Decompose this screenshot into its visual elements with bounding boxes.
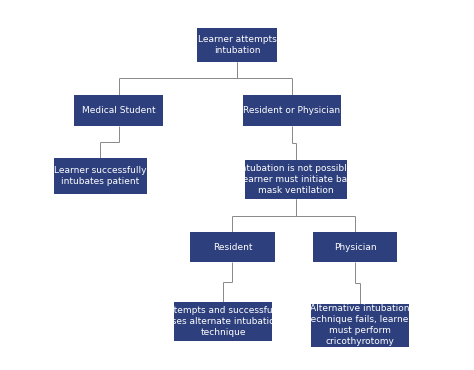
Text: Learner successfully
intubates patient: Learner successfully intubates patient <box>54 166 147 186</box>
Text: Attempts and successfully
uses alternate intubation
technique: Attempts and successfully uses alternate… <box>164 306 283 337</box>
FancyBboxPatch shape <box>313 232 397 262</box>
FancyBboxPatch shape <box>191 232 274 262</box>
Text: Learner attempts
intubation: Learner attempts intubation <box>198 35 276 55</box>
Text: Medical Student: Medical Student <box>82 106 155 115</box>
Text: Resident: Resident <box>213 243 252 252</box>
Text: Resident or Physician: Resident or Physician <box>243 106 340 115</box>
FancyBboxPatch shape <box>74 95 163 125</box>
FancyBboxPatch shape <box>197 28 277 61</box>
Text: Physician: Physician <box>334 243 377 252</box>
FancyBboxPatch shape <box>311 304 409 347</box>
Text: Intubation is not possible,
learner must initiate bag
mask ventilation: Intubation is not possible, learner must… <box>237 164 355 195</box>
Text: Alternative intubation
technique fails, learner
must perform
cricothyrotomy: Alternative intubation technique fails, … <box>307 304 412 346</box>
FancyBboxPatch shape <box>174 302 272 341</box>
FancyBboxPatch shape <box>245 160 347 199</box>
FancyBboxPatch shape <box>54 158 147 194</box>
FancyBboxPatch shape <box>243 95 340 125</box>
